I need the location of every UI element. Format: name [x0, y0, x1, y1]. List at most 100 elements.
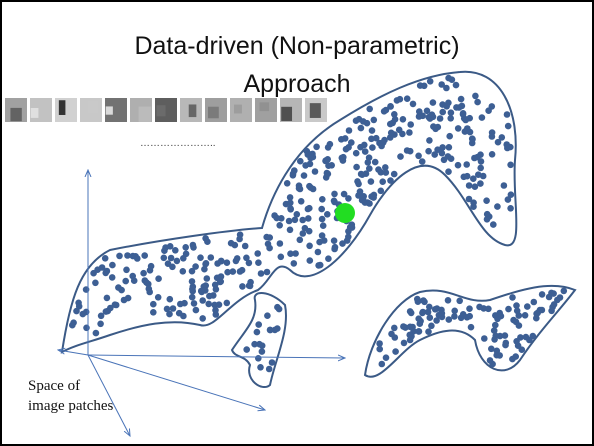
- dot: [274, 325, 281, 332]
- dot: [481, 335, 488, 342]
- dot: [381, 108, 388, 115]
- dot: [140, 270, 147, 277]
- dot: [427, 314, 434, 321]
- dot: [331, 199, 338, 206]
- dot: [417, 82, 424, 89]
- dot: [80, 311, 87, 318]
- dot: [471, 155, 478, 162]
- dot: [182, 244, 189, 251]
- patch-detail: [234, 105, 242, 114]
- dot: [496, 352, 503, 359]
- dot: [400, 323, 407, 330]
- dot: [266, 245, 273, 252]
- dot: [255, 355, 262, 362]
- dot: [174, 258, 181, 265]
- dot: [218, 258, 225, 265]
- dot: [445, 100, 452, 107]
- dot: [396, 127, 403, 134]
- dot: [192, 263, 199, 270]
- dot: [258, 270, 265, 277]
- dot: [388, 331, 395, 338]
- dot: [320, 222, 327, 229]
- dot: [509, 294, 516, 301]
- dot: [115, 284, 122, 291]
- dot: [478, 158, 485, 165]
- dot: [325, 255, 332, 262]
- patch-detail: [310, 103, 321, 118]
- dot: [420, 309, 427, 316]
- caption-line: image patches: [28, 398, 114, 414]
- dot: [401, 340, 408, 347]
- dot: [306, 243, 313, 250]
- dot: [345, 195, 352, 202]
- dot: [180, 268, 187, 275]
- dot: [434, 146, 441, 153]
- dot: [483, 197, 490, 204]
- dot: [259, 348, 266, 355]
- dot: [218, 273, 225, 280]
- dot: [397, 153, 404, 160]
- dot: [345, 234, 352, 241]
- dot: [302, 225, 309, 232]
- dot: [458, 96, 465, 103]
- dot: [204, 238, 211, 245]
- dot: [148, 263, 155, 270]
- dot: [369, 144, 376, 151]
- caption-line: Space of: [28, 378, 80, 394]
- dot: [199, 297, 206, 304]
- title-line: Approach: [243, 70, 350, 98]
- dot: [476, 304, 483, 311]
- dot: [141, 252, 148, 259]
- dot: [387, 121, 394, 128]
- dot: [526, 337, 533, 344]
- dot: [318, 206, 325, 213]
- dot: [448, 155, 455, 162]
- dot: [407, 308, 414, 315]
- dot: [299, 217, 306, 224]
- dot: [507, 162, 514, 169]
- dot: [287, 227, 294, 234]
- dot: [504, 111, 511, 118]
- dot: [501, 182, 508, 189]
- dot: [213, 286, 220, 293]
- dot: [190, 242, 197, 249]
- dot: [407, 148, 414, 155]
- dot: [102, 255, 109, 262]
- dot: [232, 242, 239, 249]
- dot: [109, 262, 116, 269]
- dot: [177, 301, 184, 308]
- dot: [400, 116, 407, 123]
- dot: [379, 178, 386, 185]
- dot: [366, 165, 373, 172]
- dot: [551, 301, 558, 308]
- dot: [445, 75, 452, 82]
- dot: [237, 268, 244, 275]
- dot: [462, 128, 469, 135]
- dot: [437, 115, 444, 122]
- dot: [464, 173, 471, 180]
- dot: [407, 324, 414, 331]
- dot: [150, 309, 157, 316]
- dot: [380, 139, 387, 146]
- dot: [305, 206, 312, 213]
- dot: [410, 101, 417, 108]
- slide: Data-driven (Non-parametric) Approach ………: [0, 0, 594, 446]
- dot: [286, 218, 293, 225]
- dot: [391, 171, 398, 178]
- dot: [504, 145, 511, 152]
- dot: [346, 127, 353, 134]
- dot: [406, 332, 413, 339]
- dot: [189, 278, 196, 285]
- dot: [515, 342, 522, 349]
- dot: [150, 301, 157, 308]
- dot: [416, 108, 423, 115]
- dot: [319, 232, 326, 239]
- dot: [366, 154, 373, 161]
- dot: [264, 312, 271, 319]
- dot: [301, 172, 308, 179]
- patch: [55, 98, 77, 122]
- dot: [353, 164, 360, 171]
- dot: [180, 255, 187, 262]
- dot: [263, 234, 270, 241]
- dot: [368, 178, 375, 185]
